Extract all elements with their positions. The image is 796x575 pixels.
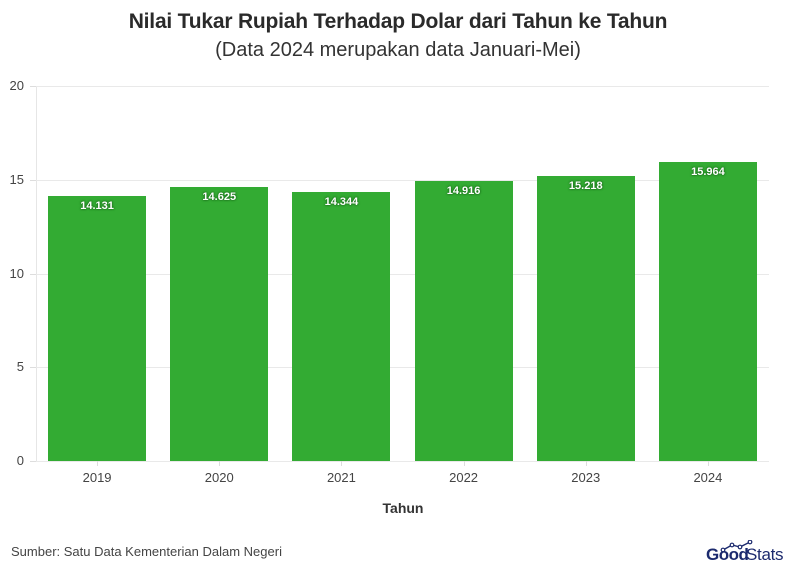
logo-text-stats: Stats xyxy=(746,545,784,564)
bar-2019[interactable]: 14.131 xyxy=(48,196,147,461)
gridline xyxy=(36,273,769,275)
source-note: Sumber: Satu Data Kementerian Dalam Nege… xyxy=(11,544,282,559)
gridline xyxy=(36,86,769,87)
bar-value-label: 14.131 xyxy=(80,200,114,213)
x-tick-mark xyxy=(341,461,343,466)
y-tick-mark xyxy=(30,273,36,275)
x-tick-label: 2019 xyxy=(82,470,112,485)
x-tick-mark xyxy=(463,461,465,466)
y-tick-label: 10 xyxy=(9,265,24,281)
trend-line-icon xyxy=(720,540,753,552)
bar-value-label: 15.964 xyxy=(691,165,725,178)
y-tick-label: 20 xyxy=(9,78,24,93)
bar-value-label: 15.218 xyxy=(568,179,603,192)
y-tick-mark xyxy=(30,461,36,462)
plot-area: 14.131 14.625 14.344 14.916 15.218 15.964 xyxy=(36,86,769,462)
chart-title: Nilai Tukar Rupiah Terhadap Dolar dari T… xyxy=(128,10,668,33)
bar-value-label: 14.344 xyxy=(324,196,359,209)
bar-2021[interactable]: 14.344 xyxy=(292,192,391,461)
y-tick-mark xyxy=(30,86,36,87)
gridline xyxy=(36,179,769,181)
bar-2023[interactable]: 15.218 xyxy=(536,175,635,461)
x-tick-label: 2021 xyxy=(326,470,356,485)
bar-value-label: 14.625 xyxy=(202,190,237,203)
bar-2022[interactable]: 14.916 xyxy=(414,181,513,461)
bar-value-label: 14.916 xyxy=(446,185,481,198)
x-axis-baseline xyxy=(36,461,769,462)
logo-text-good: Good xyxy=(706,545,749,564)
chart-subtitle: (Data 2024 merupakan data Januari-Mei) xyxy=(215,39,581,61)
gridline xyxy=(36,367,769,369)
y-tick-label: 0 xyxy=(16,453,24,468)
y-tick-mark xyxy=(30,179,36,181)
x-tick-mark xyxy=(585,461,587,466)
x-tick-label: 2023 xyxy=(571,470,601,485)
y-tick-label: 5 xyxy=(16,359,24,375)
y-tick-mark xyxy=(30,367,36,369)
x-tick-label: 2022 xyxy=(449,470,479,485)
x-axis-label: Tahun xyxy=(382,500,424,516)
x-tick-label: 2020 xyxy=(204,470,234,485)
bar-2020[interactable]: 14.625 xyxy=(170,186,269,461)
x-tick-label: 2024 xyxy=(693,470,723,485)
goodstats-logo: Good Stats xyxy=(706,540,790,566)
x-tick-mark xyxy=(219,461,221,466)
bar-2024[interactable]: 15.964 xyxy=(658,161,757,461)
y-tick-label: 15 xyxy=(9,171,24,187)
x-tick-mark xyxy=(707,461,709,466)
x-tick-mark xyxy=(97,461,99,466)
